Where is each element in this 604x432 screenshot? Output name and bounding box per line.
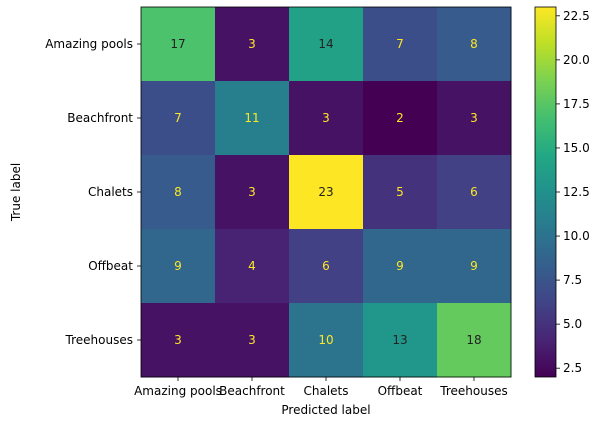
heatmap-cell — [363, 229, 438, 304]
y-axis-ticks: Amazing pools Beachfront Chalets Offbeat Tre… — [45, 37, 141, 347]
colorbar-tick-label: 22.5 — [563, 9, 590, 23]
cell-value-label: 3 — [248, 333, 256, 347]
heatmap-cell — [289, 303, 364, 378]
cell-value-label: 3 — [322, 111, 330, 125]
cell-value-label: 13 — [392, 333, 407, 347]
cell-value-label: 4 — [248, 259, 256, 273]
cell-value-label: 5 — [396, 185, 404, 199]
cell-value-label: 7 — [396, 37, 404, 51]
heatmap-cell — [215, 7, 290, 82]
cell-value-label: 7 — [174, 111, 182, 125]
heatmap-cell — [363, 155, 438, 230]
y-tick-label: Beachfront — [67, 111, 133, 125]
y-tick-label: Amazing pools — [45, 37, 133, 51]
cell-value-label: 9 — [470, 259, 478, 273]
cell-value-label: 6 — [470, 185, 478, 199]
cell-value-label: 10 — [318, 333, 333, 347]
x-tick-label: Offbeat — [378, 384, 423, 398]
cell-value-label: 8 — [470, 37, 478, 51]
colorbar-tick-label: 15.0 — [563, 141, 590, 155]
cell-value-label: 11 — [244, 111, 259, 125]
heatmap-cell — [363, 303, 438, 378]
colorbar-tick-label: 12.5 — [563, 185, 590, 199]
heatmap-cell — [363, 81, 438, 156]
cell-value-label: 6 — [322, 259, 330, 273]
cell-value-label: 17 — [170, 37, 185, 51]
heatmap-cell — [141, 81, 216, 156]
x-tick-label: Treehouses — [439, 384, 507, 398]
heatmap-cell — [141, 229, 216, 304]
y-tick-label: Chalets — [88, 185, 133, 199]
heatmap-cell — [437, 303, 512, 378]
x-tick-label: Chalets — [303, 384, 348, 398]
heatmap-cell — [141, 155, 216, 230]
heatmap-cell — [141, 7, 216, 82]
y-axis-label: True label — [9, 163, 23, 222]
colorbar-tick-label: 7.5 — [563, 273, 582, 287]
heatmap-cell — [289, 229, 364, 304]
colorbar-tick-label: 5.0 — [563, 317, 582, 331]
heatmap-cell — [437, 81, 512, 156]
heatmap-cell — [289, 155, 364, 230]
colorbar-ticks: 2.5 5.0 7.5 10.0 12.5 15.0 17.5 20.0 22.5 — [556, 9, 590, 375]
colorbar-tick-label: 10.0 — [563, 229, 590, 243]
cell-value-label: 3 — [248, 185, 256, 199]
colorbar-tick-label: 17.5 — [563, 97, 590, 111]
x-axis-label: Predicted label — [281, 403, 370, 417]
cell-value-label: 3 — [470, 111, 478, 125]
heatmap-cell — [289, 81, 364, 156]
heatmap-cell — [437, 229, 512, 304]
x-tick-label: Beachfront — [219, 384, 285, 398]
heatmap-cell — [289, 7, 364, 82]
cell-labels: 17 3 14 7 87 11 3 2 38 3 23 5 69 4 6 9 93 3 10 13 18 — [170, 37, 481, 347]
cell-value-label: 18 — [466, 333, 481, 347]
colorbar-tick-label: 20.0 — [563, 53, 590, 67]
cell-value-label: 9 — [396, 259, 404, 273]
heatmap-cell — [215, 229, 290, 304]
y-tick-label: Offbeat — [88, 259, 133, 273]
cell-value-label: 9 — [174, 259, 182, 273]
cell-value-label: 14 — [318, 37, 333, 51]
x-tick-label: Amazing pools — [134, 384, 222, 398]
heatmap-cell — [437, 7, 512, 82]
heatmap-cell — [363, 7, 438, 82]
cell-value-label: 3 — [248, 37, 256, 51]
heatmap-cell — [215, 81, 290, 156]
colorbar-tick-label: 2.5 — [563, 361, 582, 375]
colorbar — [534, 6, 557, 378]
heatmap-cell — [437, 155, 512, 230]
heatmap-cell — [141, 303, 216, 378]
cell-value-label: 23 — [318, 185, 333, 199]
cell-value-label: 2 — [396, 111, 404, 125]
cell-value-label: 8 — [174, 185, 182, 199]
heatmap-cells — [141, 7, 512, 378]
heatmap-cell — [215, 155, 290, 230]
y-tick-label: Treehouses — [65, 333, 133, 347]
heatmap-cell — [215, 303, 290, 378]
cell-value-label: 3 — [174, 333, 182, 347]
